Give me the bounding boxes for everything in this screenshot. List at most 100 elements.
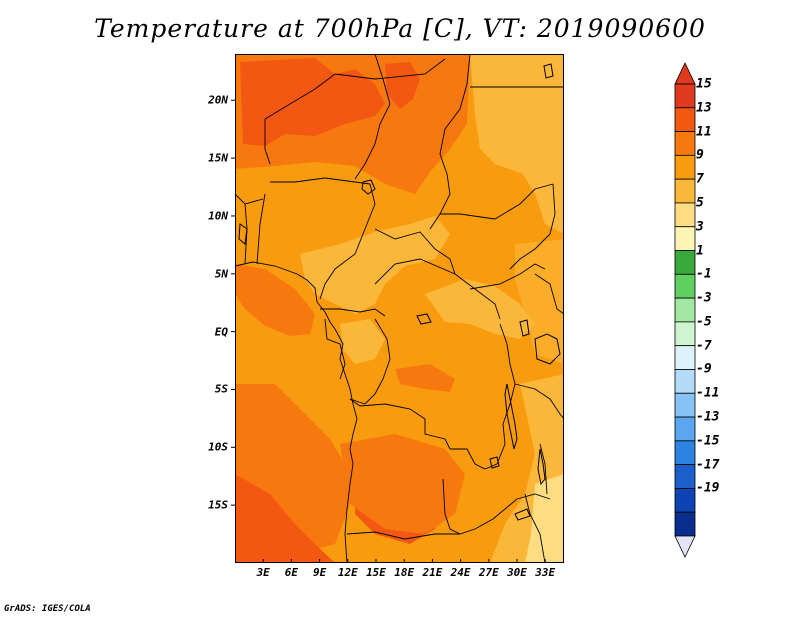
border-zambia-zim — [474, 493, 551, 530]
field-13-15-northwest — [240, 58, 385, 146]
border-ghana — [234, 193, 264, 205]
field-7-9-east-central — [425, 279, 535, 339]
field-7-9-central — [300, 216, 450, 314]
field-7-9-east-strip — [515, 239, 564, 364]
border-chad-sudan — [429, 53, 471, 230]
colorbar-label: 7 — [696, 171, 704, 187]
border-cameroon-congo — [320, 308, 386, 317]
field-7-9-congo — [340, 319, 385, 364]
colorbar-label: -19 — [696, 480, 720, 496]
lon-tick-label: 21E — [422, 566, 443, 579]
colorbar-swatch — [674, 369, 696, 394]
colorbar-swatch — [674, 154, 696, 180]
lat-tick-label: 5S — [214, 382, 228, 396]
colorbar-swatch — [674, 511, 696, 537]
colorbar-swatch — [674, 464, 696, 489]
colorbar-swatch — [674, 416, 696, 442]
lon-tick-label: 27E — [478, 566, 499, 579]
colorbar-swatch — [674, 392, 696, 418]
lake-volta — [238, 223, 248, 245]
border-ssudan-uganda — [469, 263, 546, 290]
border-car-south — [374, 258, 501, 320]
border-car-chad — [374, 228, 456, 275]
coastline-west — [234, 261, 358, 564]
colorbar-label: -1 — [696, 266, 712, 282]
border-mozambique — [524, 493, 546, 564]
colorbar-swatch — [674, 107, 696, 132]
colorbar-swatch — [674, 226, 696, 251]
field-11-13-gulf — [235, 264, 315, 336]
border-libya-chad — [334, 58, 446, 80]
field-7-9-northeast — [470, 54, 564, 234]
lake-turkana — [543, 63, 554, 79]
map-frame — [235, 54, 564, 563]
colorbar-label: -11 — [696, 385, 720, 401]
colorbar-label: 15 — [696, 76, 712, 92]
colorbar-swatch — [674, 131, 696, 156]
colorbar-label: 5 — [696, 195, 704, 211]
border-drc-angola — [349, 398, 451, 450]
colorbar-swatch — [674, 321, 696, 347]
lat-tick-label: EQ — [214, 325, 228, 339]
lake-tanganyika — [504, 383, 518, 450]
field-3-5-southeast — [525, 474, 564, 563]
colorbar-label: 3 — [696, 219, 704, 235]
colorbar — [674, 62, 696, 558]
border-ssudan-east — [509, 183, 556, 270]
border-drc-east — [496, 323, 516, 465]
lakes — [238, 63, 561, 521]
lat-tick-label: 10N — [208, 209, 228, 223]
colorbar-label: -13 — [696, 409, 720, 425]
colorbar-swatch — [674, 273, 696, 299]
lake-kariba — [514, 508, 531, 521]
lake-malawi — [537, 448, 546, 486]
lat-tick-label: 20N — [208, 93, 228, 107]
colorbar-swatch — [674, 83, 696, 109]
colorbar-swatch — [674, 202, 696, 228]
colorbar-swatch — [674, 345, 696, 370]
lat-tick-label: 5N — [214, 267, 228, 281]
lon-tick-label: 33E — [535, 566, 556, 579]
colorbar-swatch — [674, 178, 696, 204]
lon-tick-label: 6E — [284, 566, 299, 579]
lon-tick-label: 18E — [394, 566, 415, 579]
lake-albert — [519, 319, 530, 337]
lon-tick-label: 12E — [337, 566, 358, 579]
border-algeria-niger — [264, 73, 336, 120]
colorbar-label: 9 — [696, 147, 704, 163]
grads-credit: GrADS: IGES/COLA — [4, 604, 91, 614]
lake-mai-ndombe — [416, 313, 432, 325]
border-congo-drc — [349, 318, 391, 405]
border-gabon — [324, 318, 346, 380]
colorbar-swatch — [674, 488, 696, 513]
colorbar-label: -7 — [696, 338, 712, 354]
colorbar-label: -3 — [696, 290, 712, 306]
map-title: Temperature at 700hPa [C], VT: 201909060… — [94, 14, 706, 43]
border-niger-chad — [354, 53, 391, 180]
lake-chad — [361, 179, 376, 195]
lake-victoria — [534, 333, 561, 365]
lon-tick-label: 9E — [312, 566, 327, 579]
temperature-field — [235, 54, 564, 563]
colorbar-label: -9 — [696, 361, 712, 377]
field-13-15-north-center — [385, 62, 420, 109]
border-nigeria-cameroon — [319, 183, 376, 300]
border-drc-zambia — [450, 448, 498, 470]
border-benin — [256, 193, 266, 265]
lon-tick-label: 3E — [256, 566, 270, 579]
lon-tick-label: 15E — [366, 566, 386, 579]
border-sudan-ssudan — [440, 183, 554, 220]
field-11-13-congo-band — [395, 364, 455, 392]
colorbar-top-arrow — [674, 62, 696, 85]
colorbar-label: 1 — [696, 243, 704, 259]
border-angola-zambia — [442, 478, 476, 535]
colorbar-label: 11 — [696, 124, 712, 140]
border-tanzania — [514, 383, 565, 420]
lat-tick-label: 15N — [208, 151, 228, 165]
colorbar-label: -15 — [696, 433, 720, 449]
map-canvas — [231, 53, 565, 564]
lat-tick-label: 10S — [208, 440, 228, 454]
border-nigeria-niger — [270, 177, 371, 185]
colorbar-swatch — [674, 440, 696, 466]
lon-tick-label: 30E — [507, 566, 527, 579]
